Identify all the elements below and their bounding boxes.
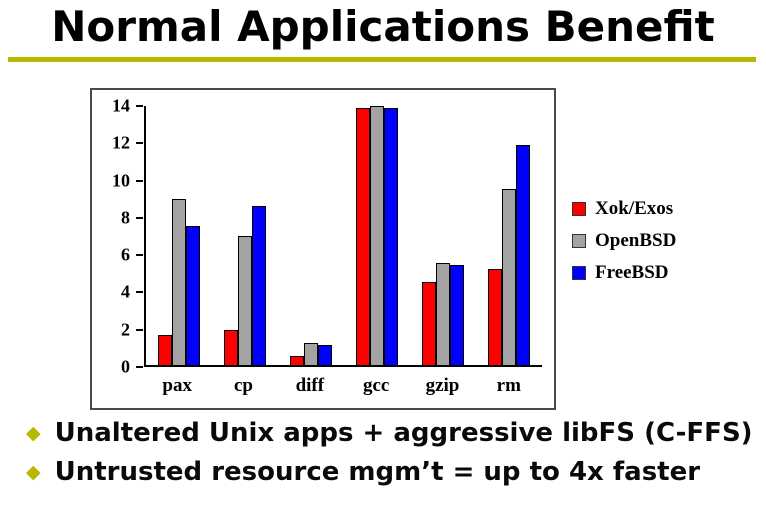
bar-diff-FreeBSD <box>318 344 332 365</box>
bar-rm-Xok/Exos <box>488 268 502 365</box>
legend-item-OpenBSD: OpenBSD <box>572 230 676 252</box>
bar-group-gzip <box>410 106 476 365</box>
diamond-bullet-icon: ◆ <box>26 461 41 483</box>
bar-group-gcc <box>344 106 410 365</box>
chart-legend: Xok/Exos OpenBSD FreeBSD <box>572 198 676 294</box>
bar-group-pax <box>146 106 212 365</box>
bar-group-rm <box>476 106 542 365</box>
category-label-rm: rm <box>496 375 521 396</box>
y-tick-mark <box>136 328 143 331</box>
y-axis: 0 2 4 6 8 10 12 14 <box>92 96 144 377</box>
category-label-diff: diff <box>295 375 325 396</box>
bar-gzip-OpenBSD <box>436 263 450 365</box>
bullet-list: ◆ Unaltered Unix apps + aggressive libFS… <box>26 418 756 496</box>
legend-swatch-icon <box>572 202 586 216</box>
bullet-text: Unaltered Unix apps + aggressive libFS (… <box>54 418 753 448</box>
bar-gcc-FreeBSD <box>384 107 398 365</box>
legend-label: FreeBSD <box>595 262 669 283</box>
bar-pax-OpenBSD <box>172 198 186 365</box>
plot-area <box>144 106 542 367</box>
bar-pax-Xok/Exos <box>158 335 172 365</box>
y-tick-label: 6 <box>121 244 130 265</box>
title-underline <box>8 57 756 62</box>
bar-rm-OpenBSD <box>502 189 516 365</box>
bar-rm-FreeBSD <box>516 144 530 365</box>
bar-pax-FreeBSD <box>186 226 200 365</box>
y-tick-mark <box>136 179 143 182</box>
y-tick-label: 2 <box>121 319 130 340</box>
bar-cp-Xok/Exos <box>224 329 238 365</box>
y-tick-label: 10 <box>112 170 130 191</box>
y-tick-mark <box>136 291 143 294</box>
category-label-cp: cp <box>233 375 253 396</box>
bar-group-cp <box>212 106 278 365</box>
y-tick-mark <box>136 105 143 107</box>
category-label-pax: pax <box>162 375 192 396</box>
diamond-bullet-icon: ◆ <box>26 422 41 444</box>
bar-gcc-Xok/Exos <box>356 107 370 365</box>
bullet-text: Untrusted resource mgm’t = up to 4x fast… <box>54 457 701 487</box>
legend-item-Xok/Exos: Xok/Exos <box>572 198 676 220</box>
y-tick-mark <box>136 216 143 219</box>
legend-label: OpenBSD <box>595 230 677 251</box>
y-tick-mark <box>136 254 143 257</box>
legend-swatch-icon <box>572 234 586 248</box>
y-tick-mark <box>136 366 143 368</box>
y-tick-label: 8 <box>121 207 130 228</box>
bar-gzip-FreeBSD <box>450 265 464 365</box>
bar-gzip-Xok/Exos <box>422 281 436 365</box>
bar-cp-OpenBSD <box>238 235 252 365</box>
slide-title: Normal Applications Benefit <box>51 2 715 51</box>
bullet-item: ◆ Unaltered Unix apps + aggressive libFS… <box>26 418 756 448</box>
bar-diff-Xok/Exos <box>290 355 304 365</box>
y-tick-label: 0 <box>121 356 130 377</box>
bar-cp-FreeBSD <box>252 205 266 365</box>
bar-group-diff <box>278 106 344 365</box>
category-label-gcc: gcc <box>362 375 390 396</box>
legend-item-FreeBSD: FreeBSD <box>572 262 676 284</box>
bar-gcc-OpenBSD <box>370 106 384 365</box>
legend-swatch-icon <box>572 266 586 280</box>
x-axis-labels: pax cp diff gcc gzip rm <box>144 369 542 407</box>
y-tick-mark <box>136 142 143 145</box>
category-label-gzip: gzip <box>425 375 460 396</box>
y-tick-label: 14 <box>112 95 130 116</box>
bar-chart: 0 2 4 6 8 10 12 14 pax cp diff gcc gzip rm <box>90 88 556 410</box>
bar-diff-OpenBSD <box>304 342 318 365</box>
legend-label: Xok/Exos <box>595 198 674 219</box>
bullet-item: ◆ Untrusted resource mgm’t = up to 4x fa… <box>26 457 756 487</box>
y-tick-label: 4 <box>121 281 130 302</box>
y-tick-label: 12 <box>112 132 130 153</box>
